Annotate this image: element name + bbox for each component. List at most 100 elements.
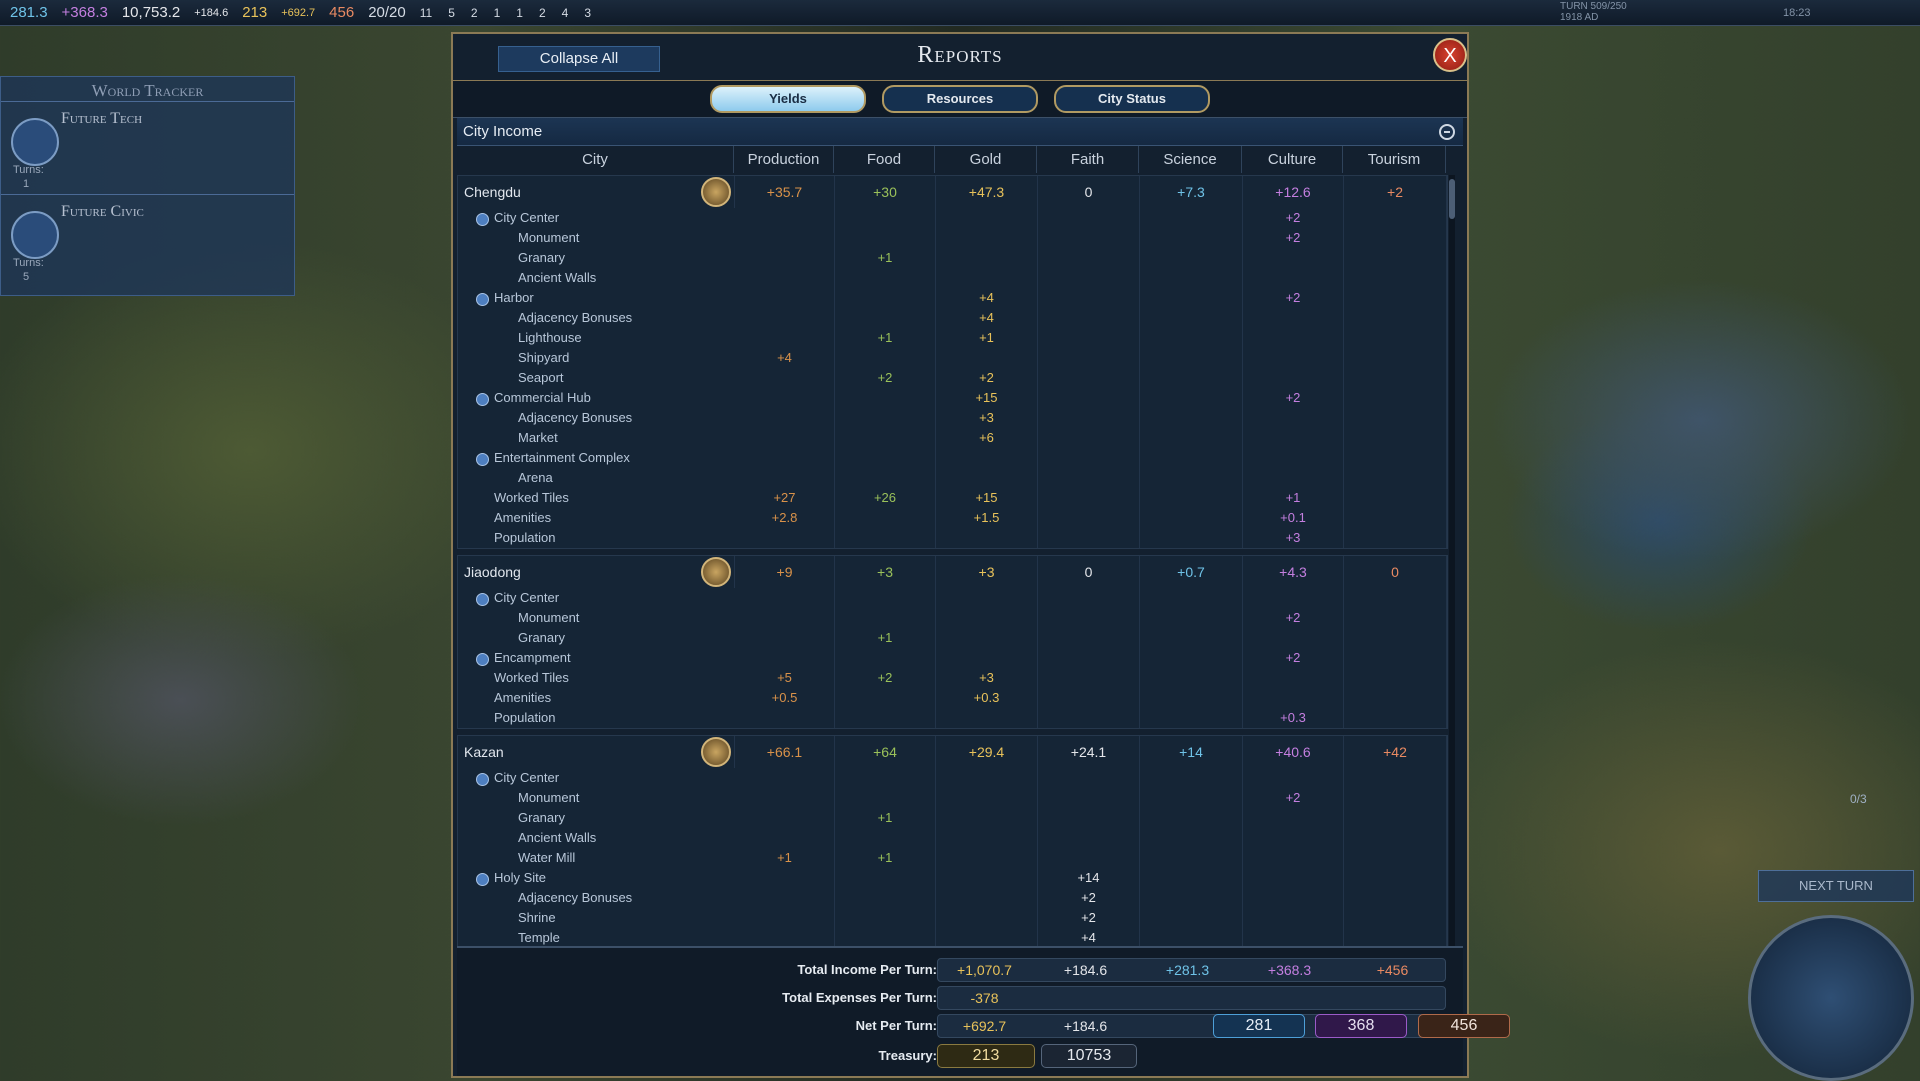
- yield-cell: [1140, 908, 1243, 928]
- culture: +368.3: [61, 4, 108, 21]
- yield-cell: [1140, 208, 1243, 228]
- yield-cell: [735, 828, 835, 848]
- footer-label: Treasury:: [878, 1048, 937, 1063]
- end-turn-circle[interactable]: [1748, 915, 1914, 1081]
- yield-cell: [1243, 348, 1344, 368]
- yield-cell: [735, 628, 835, 648]
- yield-cell: [1243, 828, 1344, 848]
- yield-cell: [1140, 488, 1243, 508]
- yield-cell: [1140, 268, 1243, 288]
- building-row: Granary +1: [458, 808, 1447, 828]
- resource-count: 4: [561, 5, 569, 20]
- yield-cell: [835, 788, 936, 808]
- yield-cell: [936, 808, 1038, 828]
- yield-cell: +14: [1140, 736, 1243, 768]
- yield-cell: [936, 268, 1038, 288]
- yield-cell: [1344, 388, 1447, 408]
- yield-cell: [1243, 408, 1344, 428]
- row-label: City Center: [458, 208, 735, 228]
- yield-cell: [936, 628, 1038, 648]
- yield-cell: +2: [835, 368, 936, 388]
- row-label: Seaport: [518, 370, 564, 385]
- yield-cell: [835, 588, 936, 608]
- yield-cell: +1: [835, 808, 936, 828]
- building-row: Ancient Walls: [458, 268, 1447, 288]
- collapse-section[interactable]: [1439, 124, 1455, 140]
- yield-cell: +24.1: [1038, 736, 1140, 768]
- yield-cell: +4: [1038, 928, 1140, 948]
- next-turn-button[interactable]: NEXT TURN: [1758, 870, 1914, 902]
- yield-cell: +6: [936, 428, 1038, 448]
- district-icon: [476, 393, 489, 406]
- yield-cell: +2: [1243, 648, 1344, 668]
- yield-cell: [1140, 628, 1243, 648]
- tracker-icon: [11, 211, 59, 259]
- yield-cell: [1344, 248, 1447, 268]
- row-label: Granary: [518, 250, 565, 265]
- faith: 10,753.2: [121, 4, 181, 21]
- yield-cell: [1344, 868, 1447, 888]
- tab[interactable]: Resources: [882, 85, 1038, 113]
- city-row[interactable]: Jiaodong +9 +3 +3 0 +0.7 +4.3 0: [458, 556, 1447, 588]
- row-label: Amenities: [494, 510, 552, 525]
- city-list: Chengdu +35.7 +30 +47.3 0 +7.3 +12.6 +2 City Cen…: [457, 175, 1463, 977]
- tab[interactable]: City Status: [1054, 85, 1210, 113]
- yield-cell: [835, 528, 936, 548]
- tabs: Yields Resources City Status: [453, 80, 1467, 118]
- yield-cell: +1: [735, 848, 835, 868]
- footer-bar: [937, 986, 1446, 1010]
- scroll-thumb[interactable]: [1449, 179, 1455, 219]
- footer-label: Total Expenses Per Turn:: [782, 990, 937, 1005]
- clock: 18:23: [1783, 6, 1811, 19]
- building-row: Monument +2: [458, 608, 1447, 628]
- city-name: Chengdu: [464, 184, 521, 200]
- yield-cell: [1038, 828, 1140, 848]
- yield-cell: [1038, 408, 1140, 428]
- yield-cell: [735, 388, 835, 408]
- turns-value: 1: [23, 178, 30, 190]
- yield-cell: [936, 888, 1038, 908]
- row-label: Adjacency Bonuses: [518, 310, 633, 325]
- yield-cell: +2: [1243, 788, 1344, 808]
- yield-cell: [835, 508, 936, 528]
- net-value: 368: [1315, 1014, 1407, 1038]
- building-row: Adjacency Bonuses +4: [458, 308, 1447, 328]
- tab[interactable]: Yields: [710, 85, 866, 113]
- turn: TURN 509/250: [1560, 1, 1627, 12]
- row-label: Worked Tiles: [494, 490, 569, 505]
- yield-cell: [1140, 368, 1243, 388]
- yield-cell: [936, 788, 1038, 808]
- city-row[interactable]: Kazan +66.1 +64 +29.4 +24.1 +14 +40.6 +42: [458, 736, 1447, 768]
- column-headers: City Production Food Gold Faith Science Cultur…: [457, 146, 1446, 173]
- yield-cell: +2: [1038, 888, 1140, 908]
- row-label: Amenities: [494, 690, 552, 705]
- yield-cell: [735, 228, 835, 248]
- yield-cell: +27: [735, 488, 835, 508]
- yield-cell: [936, 348, 1038, 368]
- tracker-items: Future Tech Turns: 1 Future Civic Turns: 5: [1, 101, 294, 287]
- yield-cell: +2: [1243, 208, 1344, 228]
- yield-cell: [735, 208, 835, 228]
- detail-row: City Center: [458, 768, 1447, 788]
- city-block: Kazan +66.1 +64 +29.4 +24.1 +14 +40.6 +42 City C…: [457, 735, 1448, 949]
- yield-cell: [1344, 408, 1447, 428]
- yield-cell: [1038, 708, 1140, 728]
- top-bar: 281.3 +368.3 10,753.2 +184.6 213 +692.7 …: [0, 0, 1920, 26]
- yield-cell: [735, 368, 835, 388]
- tracker-icon: [11, 118, 59, 166]
- scrollbar[interactable]: [1449, 175, 1455, 977]
- collapse-button[interactable]: Collapse All: [498, 46, 660, 72]
- yield-cell: [1038, 668, 1140, 688]
- yield-cell: [1140, 248, 1243, 268]
- row-label: Arena: [518, 470, 553, 485]
- yield-cell: [1344, 768, 1447, 788]
- city-row[interactable]: Chengdu +35.7 +30 +47.3 0 +7.3 +12.6 +2: [458, 176, 1447, 208]
- yield-cell: [1038, 228, 1140, 248]
- yield-cell: [735, 768, 835, 788]
- close-button[interactable]: X: [1433, 38, 1467, 72]
- yield-cell: [1140, 848, 1243, 868]
- yield-cell: [936, 648, 1038, 668]
- yield-cell: [735, 528, 835, 548]
- yield-cell: [1038, 268, 1140, 288]
- resource-count: 11: [419, 5, 433, 20]
